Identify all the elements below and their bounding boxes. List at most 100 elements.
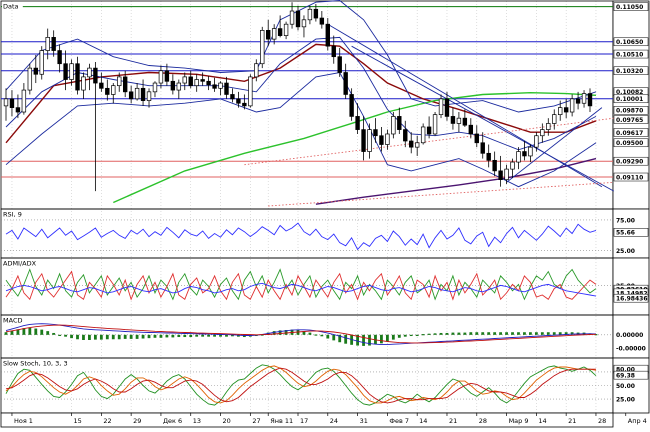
overlay-trend_b xyxy=(351,45,615,192)
candle-body xyxy=(510,161,515,170)
candle-body xyxy=(27,67,33,91)
candle xyxy=(397,107,402,134)
macd-histogram-bar xyxy=(320,334,324,337)
price-scale-label: 0.10320 xyxy=(613,66,649,75)
candle xyxy=(248,74,253,108)
time-axis-label: Янв 11 xyxy=(270,417,293,425)
candle-body xyxy=(152,82,158,93)
indicator-scale-label: 25.00 xyxy=(616,397,635,404)
macd-histogram-bar xyxy=(314,334,318,336)
candle-body xyxy=(337,56,342,73)
overlay-boll_upper xyxy=(5,0,597,113)
macd-histogram-bar xyxy=(147,334,151,339)
series--di xyxy=(5,270,597,301)
price-panel-title: Data xyxy=(3,3,19,11)
macd-histogram-bar xyxy=(76,334,79,340)
macd-histogram-bar xyxy=(278,330,282,335)
candle-body xyxy=(140,87,146,101)
candle xyxy=(224,76,229,99)
candle-body xyxy=(409,140,414,148)
macd-histogram-bar xyxy=(213,334,216,337)
candle-body xyxy=(307,8,313,21)
candles xyxy=(3,2,593,192)
candle xyxy=(33,54,38,84)
candle-body xyxy=(218,82,223,89)
candle xyxy=(343,63,348,99)
candle-body xyxy=(420,126,426,144)
macd-histogram-bar xyxy=(552,332,556,335)
price-scale-label-text: 0.09765 xyxy=(616,117,643,124)
macd-histogram-bar xyxy=(397,334,401,338)
candle-body xyxy=(3,98,9,107)
candle-body xyxy=(403,129,408,142)
candle-body xyxy=(99,82,104,89)
candle xyxy=(367,123,372,159)
candle xyxy=(93,61,98,192)
candle xyxy=(277,15,283,38)
macd-histogram-bar xyxy=(4,332,8,335)
macd-histogram-bar xyxy=(52,332,56,335)
indicator-scale-label: 0.00000 xyxy=(616,332,643,339)
macd-histogram-bar xyxy=(207,334,211,337)
candle xyxy=(140,79,146,106)
price-scale-label-box xyxy=(613,66,649,75)
candle-body xyxy=(438,98,444,116)
candle xyxy=(391,112,396,139)
macd-histogram-bar xyxy=(487,332,491,335)
macd-histogram-bar xyxy=(93,334,97,340)
price-panel-title-bg xyxy=(2,2,23,10)
candle-body xyxy=(426,126,432,135)
price-scale-label-box xyxy=(613,2,649,11)
time-axis-label: 22 xyxy=(103,417,111,425)
candle-body xyxy=(248,76,253,107)
indicator-title-4-bg xyxy=(2,359,90,367)
candle-body xyxy=(480,142,485,154)
time-axis-label: 14 xyxy=(419,417,427,425)
candle xyxy=(331,35,336,64)
candle-body xyxy=(81,76,86,91)
macd-histogram-bar xyxy=(10,330,14,335)
price-scale-label-box xyxy=(613,115,649,124)
candle xyxy=(456,112,462,133)
candle xyxy=(236,91,241,108)
indicator-title-2-bg xyxy=(2,259,40,267)
candle-body xyxy=(39,50,44,75)
indicator-scale-label: 75.00 xyxy=(616,217,635,224)
macd-histogram-bar xyxy=(16,329,20,335)
candle-body xyxy=(355,116,360,130)
time-axis-label: 14 xyxy=(538,417,546,425)
series--e xyxy=(5,367,596,404)
candle xyxy=(182,72,187,91)
candle xyxy=(266,19,271,47)
price-scale-label-text: 0.09500 xyxy=(616,140,643,147)
indicator-value-label-text: 55.66 xyxy=(616,230,635,237)
macd-histogram-bar xyxy=(141,334,145,339)
macd-histogram-bar xyxy=(332,334,336,341)
candle xyxy=(528,144,533,163)
macd-histogram-bar xyxy=(362,334,365,346)
price-scale-label: 0.09500 xyxy=(613,138,649,147)
candle xyxy=(444,91,450,121)
candle-body xyxy=(128,91,134,100)
candle-body xyxy=(271,28,277,40)
candle-body xyxy=(111,85,116,95)
candle-body xyxy=(254,63,259,78)
candle xyxy=(254,59,259,82)
macd-histogram-bar xyxy=(177,334,181,338)
candle xyxy=(474,125,479,148)
candle-body xyxy=(432,114,438,135)
price-scale-3 xyxy=(612,314,650,359)
candle-body xyxy=(164,70,170,82)
indicator-scale-label-text: 75.00 xyxy=(616,217,635,224)
indicator-title-1: RSI, 9 xyxy=(3,211,22,219)
candle-body xyxy=(456,117,462,124)
candle xyxy=(420,123,426,145)
time-axis-label: 28 xyxy=(479,417,487,425)
price-scale-label-text: 0.10320 xyxy=(616,68,643,75)
candle xyxy=(355,103,360,134)
candle xyxy=(212,77,217,92)
candle xyxy=(379,126,384,152)
candle-body xyxy=(194,79,199,87)
candle-body xyxy=(552,114,557,124)
